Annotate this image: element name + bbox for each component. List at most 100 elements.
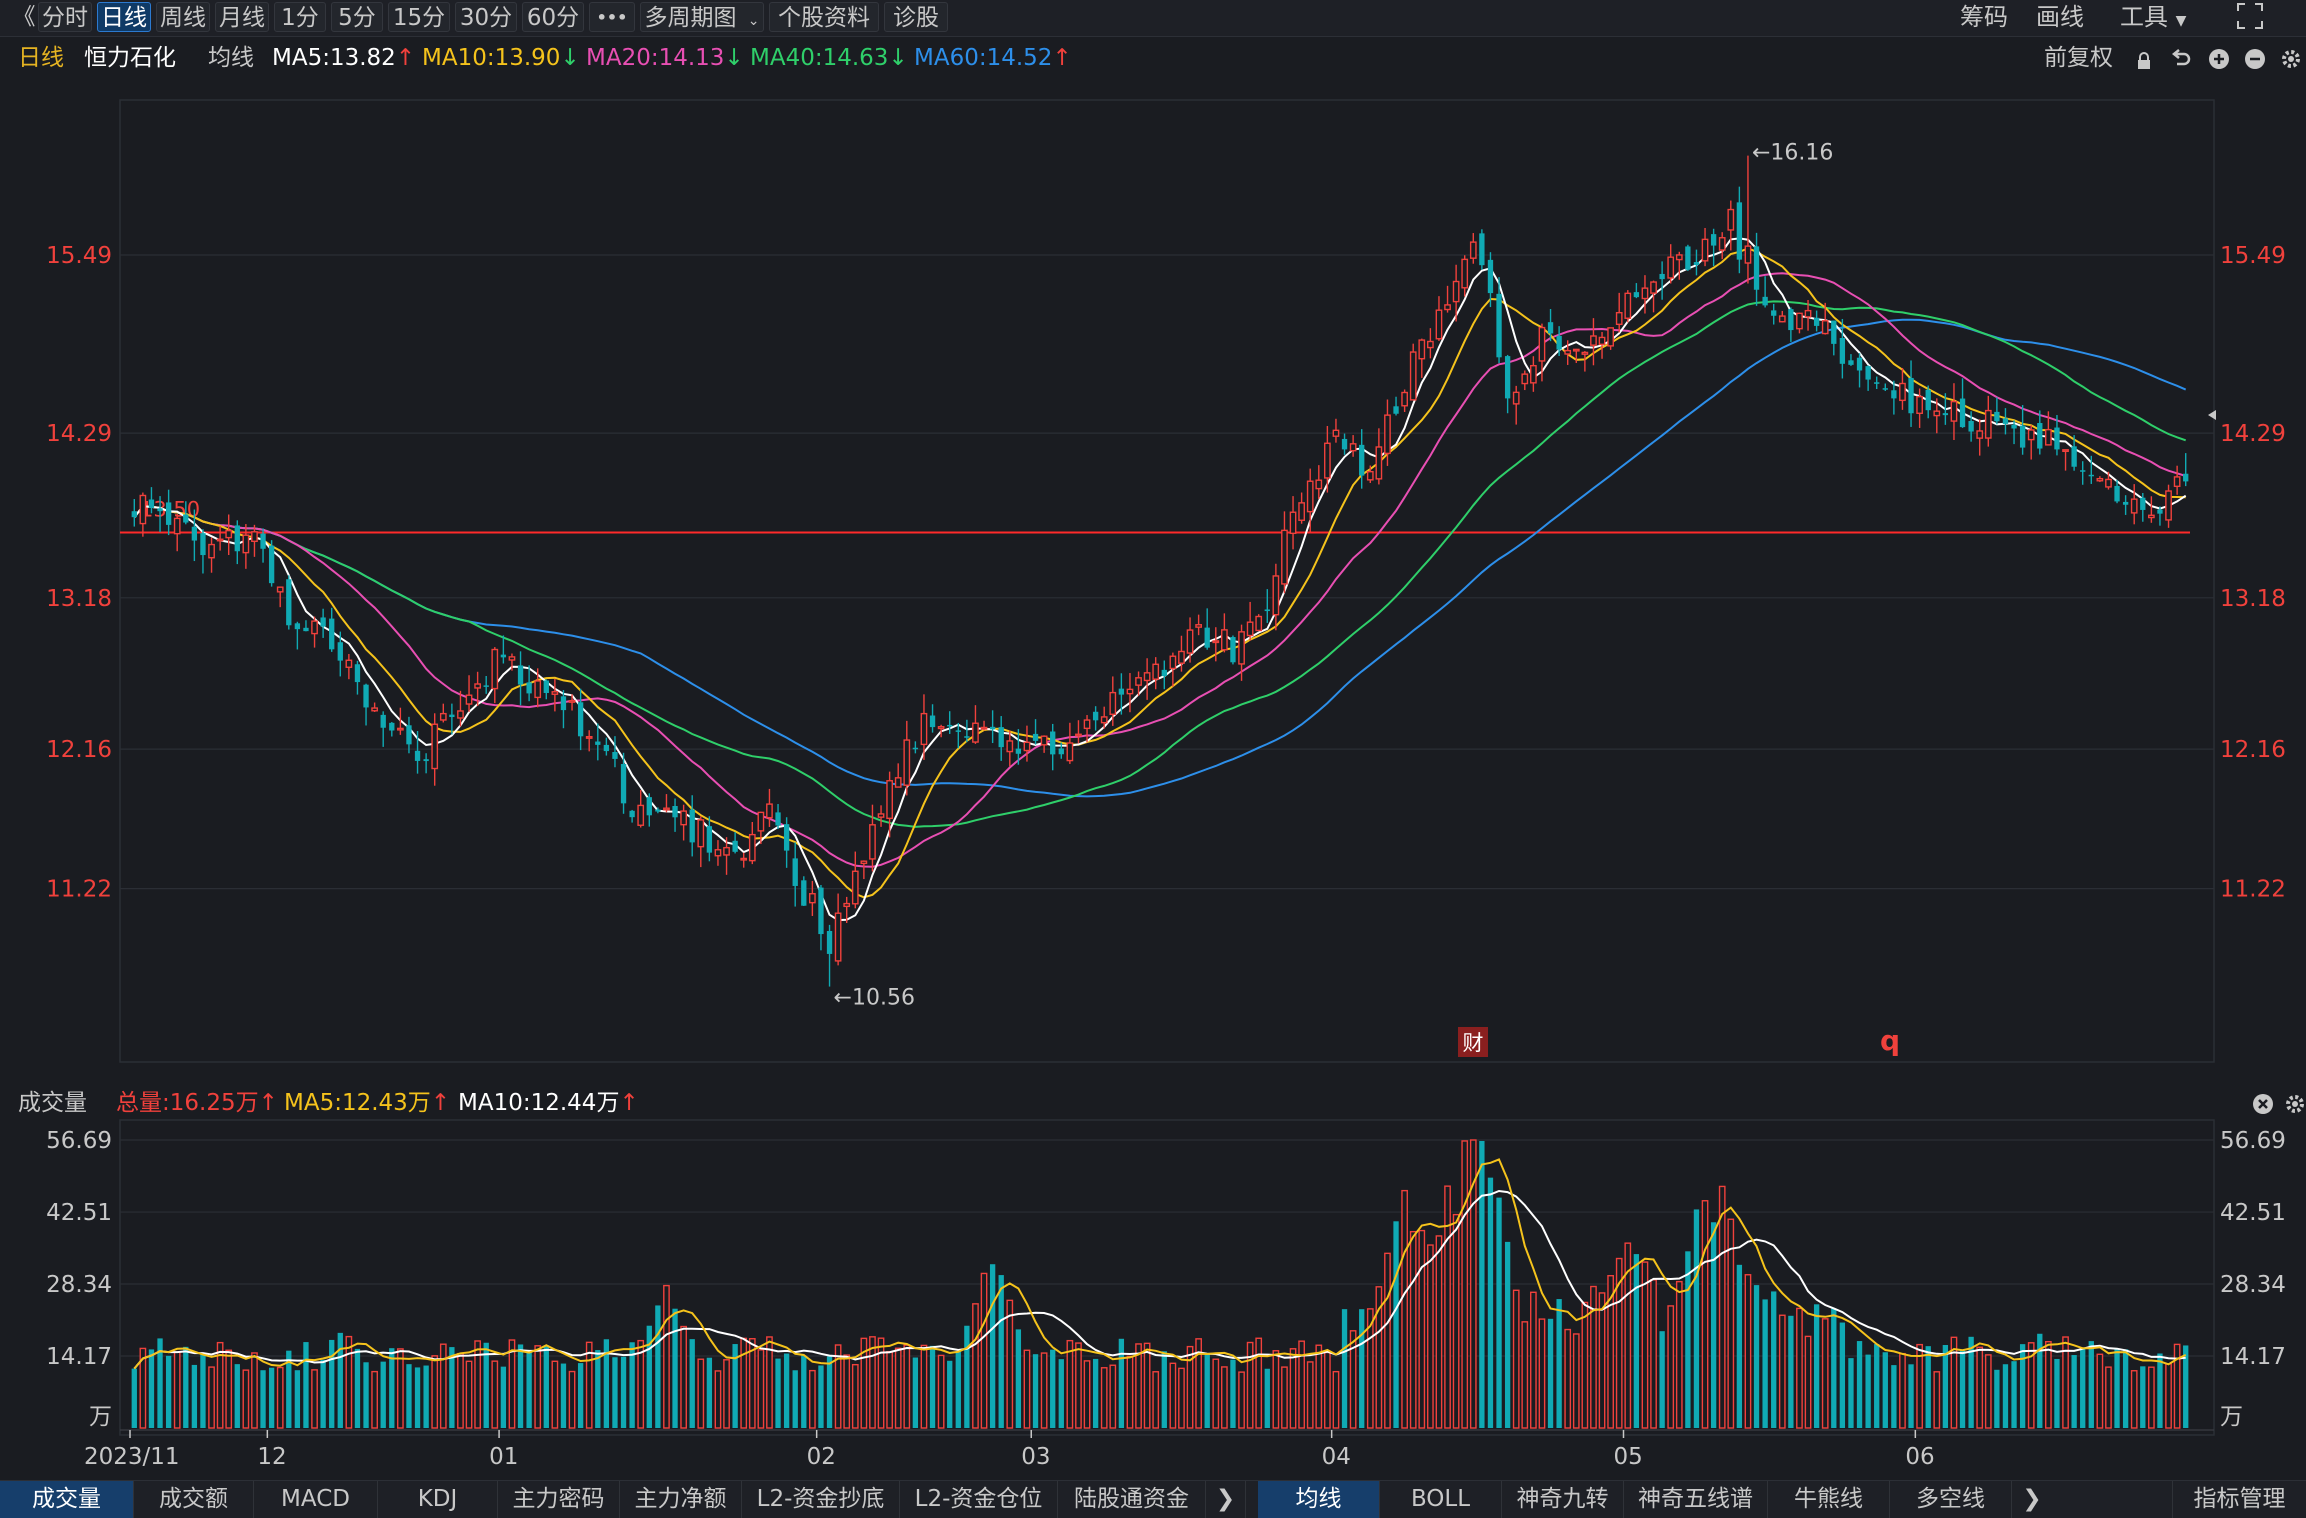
candle [389, 722, 395, 737]
tab-td9[interactable]: 神奇九转 [1502, 1481, 1624, 1518]
volume-bar [1538, 1318, 1546, 1429]
candle-body [268, 545, 275, 584]
tab-five-lines[interactable]: 神奇五线谱 [1624, 1481, 1768, 1518]
candle-body [406, 725, 412, 745]
tab-turnover[interactable]: 成交额 [134, 1481, 254, 1518]
tab-15min[interactable]: 15分 [388, 2, 450, 32]
ma-label[interactable]: 均线 [208, 45, 254, 71]
undo-icon[interactable] [2170, 47, 2192, 79]
tab-boll[interactable]: BOLL [1380, 1481, 1502, 1518]
draw-button[interactable]: 画线 [2036, 3, 2084, 31]
q-marker[interactable]: q [1880, 1024, 1900, 1057]
volume-bar [1359, 1309, 1365, 1428]
volume-chart[interactable]: 56.69 56.69 42.51 42.51 28.34 28.34 14.17 14.17… [0, 1118, 2306, 1480]
tab-northbound[interactable]: 陆股通资金 [1058, 1481, 1206, 1518]
tab-main-code[interactable]: 主力密码 [498, 1481, 620, 1518]
tab-60min[interactable]: 60分 [522, 2, 584, 32]
stock-info-button[interactable]: 个股资料 [769, 2, 879, 32]
candle-body [1487, 259, 1494, 294]
candle [1427, 328, 1434, 359]
zoom-in-icon[interactable] [2208, 47, 2230, 79]
tab-macd[interactable]: MACD [254, 1481, 378, 1518]
indicator-manage-button[interactable]: 指标管理 [2172, 1481, 2306, 1518]
scroll-right-icon[interactable]: ❯ [2022, 1486, 2042, 1512]
close-panel-icon[interactable] [2252, 1092, 2274, 1124]
volume-bar [517, 1344, 524, 1428]
scroll-right-left-icon[interactable]: ❯ [1206, 1481, 1246, 1518]
cai-marker[interactable]: 财 [1463, 1031, 1484, 1055]
candle [1461, 255, 1469, 297]
candle-body [1050, 731, 1056, 755]
candle [2130, 484, 2138, 525]
adjust-button[interactable]: 前复权 [2044, 45, 2113, 71]
candle [1083, 715, 1091, 743]
candle [1821, 302, 1829, 335]
tab-ma[interactable]: 均线 [1258, 1481, 1380, 1518]
volume-bar [989, 1264, 996, 1428]
candle [1650, 280, 1657, 313]
volume-bar [1246, 1341, 1254, 1429]
tab-l2-position[interactable]: L2-资金仓位 [900, 1481, 1058, 1518]
back-button[interactable]: 《 [12, 4, 36, 30]
volume-bar [998, 1275, 1004, 1428]
chips-button[interactable]: 筹码 [1960, 3, 2008, 31]
volume-bar [2140, 1366, 2146, 1428]
candle [1762, 276, 1768, 308]
tab-long-short[interactable]: 多空线 [1890, 1481, 2012, 1518]
tools-button[interactable]: 工具 ▼ [2120, 2, 2186, 32]
diagnose-button[interactable]: 诊股 [884, 2, 948, 32]
volume-bar [457, 1352, 464, 1429]
candle [1092, 706, 1099, 731]
volume-bar [157, 1338, 163, 1428]
volume-bar [1204, 1352, 1210, 1428]
tab-bull-bear[interactable]: 牛熊线 [1768, 1481, 1890, 1518]
volume-gear-icon[interactable] [2284, 1092, 2306, 1124]
candle-body [1479, 233, 1485, 266]
candle [2140, 492, 2146, 522]
tab-l2-bottom[interactable]: L2-资金抄底 [742, 1481, 900, 1518]
tab-kdj[interactable]: KDJ [378, 1481, 498, 1518]
candle-body [337, 642, 343, 661]
candle [234, 520, 240, 565]
volume-grid [120, 1139, 2214, 1357]
candle [286, 575, 292, 630]
fullscreen-icon[interactable] [2236, 2, 2264, 32]
tab-monthly[interactable]: 月线 [215, 2, 269, 32]
candle-body [877, 813, 885, 818]
candle-body [732, 840, 738, 852]
volume-bar [1788, 1315, 1794, 1428]
volume-bar [1504, 1241, 1511, 1428]
tab-main-net[interactable]: 主力净额 [620, 1481, 742, 1518]
zoom-out-icon[interactable] [2244, 47, 2266, 79]
volume-bar [1366, 1308, 1374, 1429]
ma-lines [133, 237, 2187, 922]
multi-period-dropdown[interactable]: 多周期图 ⌄ [640, 2, 764, 32]
tab-1min[interactable]: 1分 [274, 2, 326, 32]
volume-y-tick-label: 42.51 [2220, 1200, 2286, 1226]
ma5-line [133, 237, 2187, 922]
candle-body [1496, 293, 1502, 358]
volume-bar [603, 1339, 610, 1428]
volume-bar [740, 1337, 748, 1429]
more-button[interactable]: ••• [589, 2, 635, 32]
gear-icon[interactable] [2280, 47, 2302, 79]
candle [526, 665, 532, 702]
volume-bar [2105, 1366, 2112, 1429]
tab-5min[interactable]: 5分 [331, 2, 383, 32]
candle [1581, 351, 1589, 372]
candle-body [1615, 311, 1623, 326]
tab-fenshi[interactable]: 分时 [38, 2, 92, 32]
tab-volume[interactable]: 成交量 [0, 1481, 134, 1518]
candle [2002, 408, 2009, 435]
tab-daily[interactable]: 日线 [97, 2, 151, 32]
lock-icon[interactable] [2134, 48, 2154, 80]
candle [1701, 227, 1709, 267]
tab-30min[interactable]: 30分 [455, 2, 517, 32]
price-chart[interactable]: 15.49 14.29 13.18 12.16 11.22 15.49 14.29 13.1… [0, 80, 2306, 1142]
candle [680, 804, 687, 841]
candle [2027, 425, 2035, 460]
candle-body [2096, 477, 2104, 482]
candle [1135, 671, 1142, 696]
tab-weekly[interactable]: 周线 [156, 2, 210, 32]
candle [1324, 425, 1331, 493]
